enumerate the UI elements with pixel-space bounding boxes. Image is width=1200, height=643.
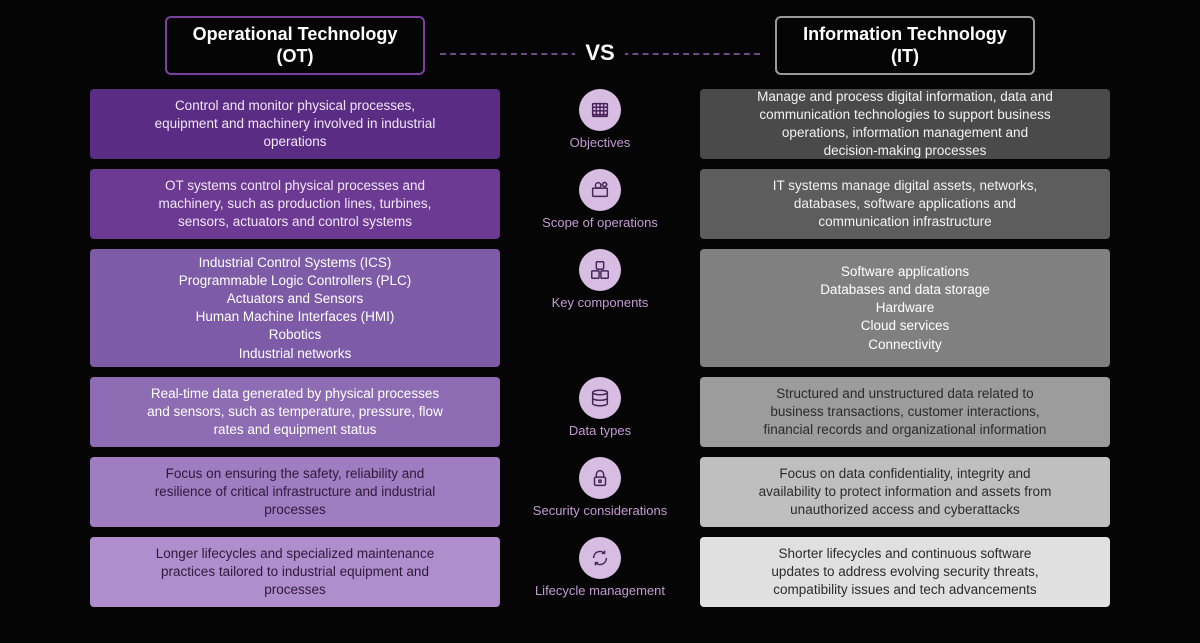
category-cell-0: Objectives [500,89,700,159]
it-row-2: Software applicationsDatabases and data … [700,249,1110,367]
category-cell-1: Scope of operations [500,169,700,239]
ot-row-0: Control and monitor physical processes,e… [90,89,500,159]
ot-row-2: Industrial Control Systems (ICS)Programm… [90,249,500,367]
header-ot-l2: (OT) [277,46,314,66]
vs-label: VS [575,40,624,66]
category-label-5: Lifecycle management [535,583,665,598]
category-cell-4: Security considerations [500,457,700,527]
header-it-l1: Information Technology [803,24,1007,44]
objectives-icon [579,89,621,131]
header-it: Information Technology (IT) [775,16,1035,75]
comparison-grid: Operational Technology (OT) VS Informati… [0,0,1200,617]
it-row-1: IT systems manage digital assets, networ… [700,169,1110,239]
category-label-4: Security considerations [533,503,667,518]
it-row-0: Manage and process digital information, … [700,89,1110,159]
category-cell-2: Key components [500,249,700,367]
category-cell-5: Lifecycle management [500,537,700,607]
lifecycle-icon [579,537,621,579]
category-label-3: Data types [569,423,631,438]
category-label-2: Key components [552,295,649,310]
vs-cell: VS [500,16,700,89]
category-cell-3: Data types [500,377,700,447]
it-row-5: Shorter lifecycles and continuous softwa… [700,537,1110,607]
ot-row-5: Longer lifecycles and specialized mainte… [90,537,500,607]
category-label-1: Scope of operations [542,215,658,230]
ot-row-1: OT systems control physical processes an… [90,169,500,239]
header-ot-l1: Operational Technology [193,24,398,44]
category-label-0: Objectives [570,135,631,150]
it-row-3: Structured and unstructured data related… [700,377,1110,447]
components-icon [579,249,621,291]
scope-icon [579,169,621,211]
it-row-4: Focus on data confidentiality, integrity… [700,457,1110,527]
data-types-icon [579,377,621,419]
ot-row-4: Focus on ensuring the safety, reliabilit… [90,457,500,527]
security-icon [579,457,621,499]
ot-row-3: Real-time data generated by physical pro… [90,377,500,447]
header-it-l2: (IT) [891,46,919,66]
header-ot: Operational Technology (OT) [165,16,425,75]
